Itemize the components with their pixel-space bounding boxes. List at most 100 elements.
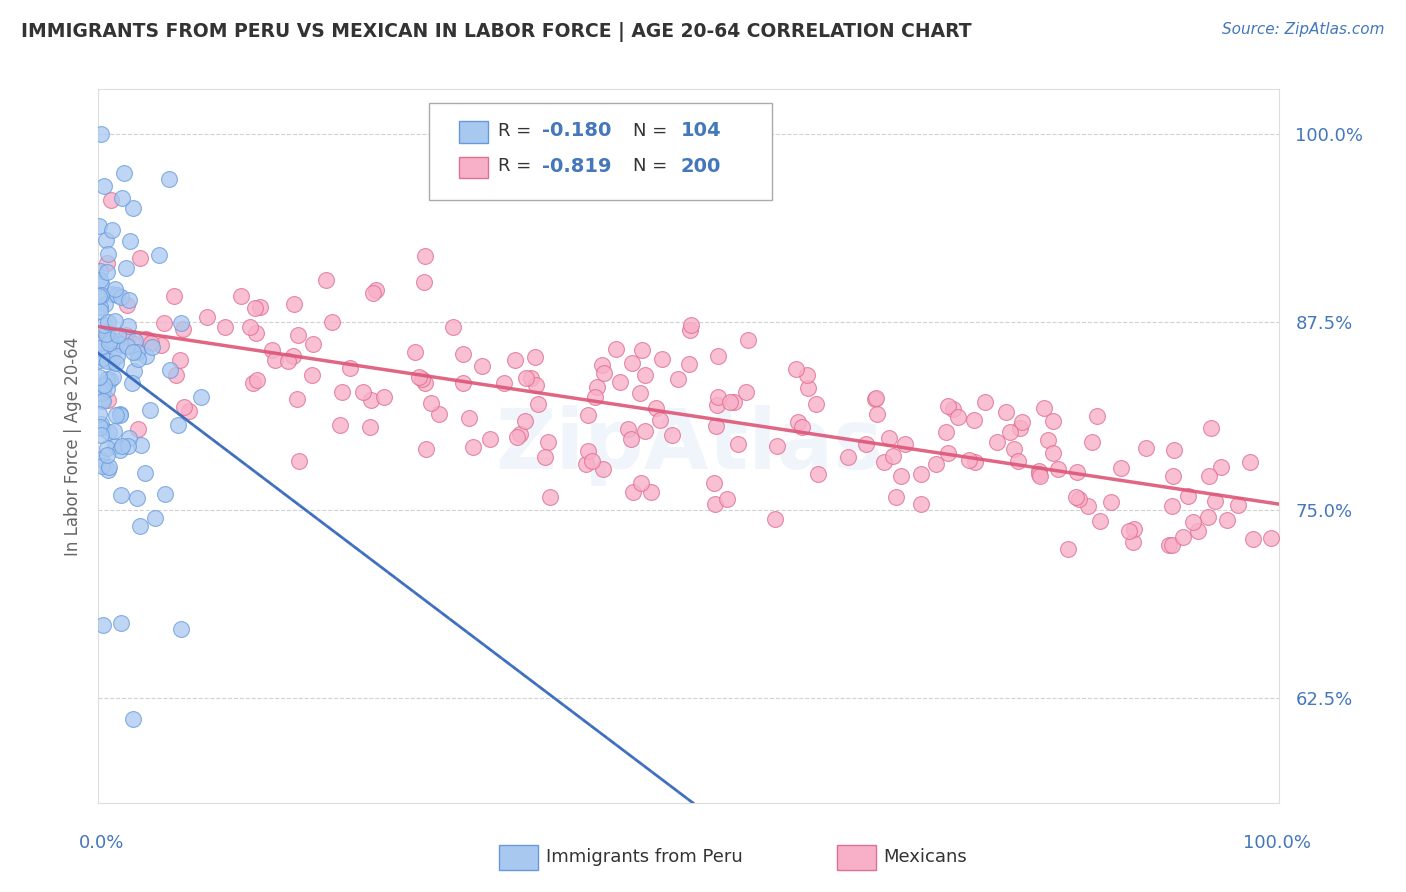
Point (538, 490, 561, 504)
Point (121, 376, 143, 390)
Point (117, 319, 139, 334)
Point (287, 453, 309, 467)
Point (117, 339, 139, 353)
Point (89, 219, 111, 234)
Point (287, 328, 309, 343)
Point (321, 315, 343, 329)
Point (89, 334, 111, 349)
Point (112, 166, 135, 180)
Point (96, 327, 118, 342)
Point (122, 344, 145, 359)
Point (513, 414, 536, 428)
Point (96, 441, 118, 455)
Point (91, 459, 114, 474)
Point (494, 376, 516, 390)
Point (1042, 445, 1064, 459)
Point (93, 318, 115, 332)
Point (177, 403, 200, 417)
Point (143, 511, 166, 525)
Point (592, 366, 614, 380)
Point (170, 622, 193, 636)
Point (413, 376, 436, 390)
Point (167, 418, 190, 433)
Point (173, 401, 195, 415)
Point (678, 357, 700, 371)
Point (1118, 524, 1140, 538)
Point (640, 485, 662, 500)
Point (127, 345, 149, 359)
Point (1042, 414, 1064, 428)
Point (704, 418, 727, 433)
Point (93, 378, 115, 392)
Point (90, 452, 112, 467)
Point (245, 326, 267, 340)
Point (108, 337, 131, 351)
Point (723, 395, 745, 409)
Point (285, 392, 308, 407)
Point (98, 425, 121, 439)
Point (105, 287, 128, 301)
Point (283, 297, 305, 311)
Point (108, 407, 131, 421)
Point (1181, 516, 1204, 530)
Point (505, 352, 527, 367)
Point (998, 425, 1021, 440)
Point (581, 453, 603, 467)
Point (890, 469, 912, 483)
Point (89, 264, 111, 278)
Point (855, 437, 877, 451)
Point (591, 358, 613, 372)
Point (630, 475, 652, 490)
Point (242, 376, 264, 391)
Point (586, 380, 609, 394)
Point (963, 455, 986, 469)
Point (404, 345, 426, 359)
Point (537, 434, 560, 449)
Point (534, 450, 557, 464)
Point (97, 335, 120, 350)
Point (110, 615, 132, 630)
Point (118, 431, 141, 445)
Point (89, 341, 111, 355)
Point (703, 475, 725, 490)
Point (94, 233, 117, 247)
Point (125, 491, 148, 505)
Point (957, 452, 980, 467)
Point (98, 333, 121, 347)
Point (339, 361, 361, 376)
Point (995, 405, 1018, 419)
Point (621, 485, 644, 500)
Point (87, 369, 110, 384)
Point (281, 349, 304, 363)
Point (1157, 538, 1180, 552)
Point (631, 343, 654, 357)
Point (129, 519, 152, 533)
Point (104, 334, 127, 348)
Point (91, 618, 114, 632)
Point (1085, 409, 1108, 423)
Point (583, 391, 606, 405)
Point (91, 421, 114, 435)
Point (329, 417, 352, 432)
Point (519, 371, 541, 385)
Point (1260, 532, 1282, 546)
Point (153, 316, 176, 330)
Point (806, 397, 828, 411)
Point (373, 390, 395, 404)
Point (634, 368, 657, 383)
Point (117, 439, 139, 453)
Point (973, 395, 995, 409)
Point (111, 439, 134, 453)
Point (1069, 491, 1091, 506)
Point (419, 396, 441, 410)
Point (104, 342, 127, 356)
Point (1199, 421, 1222, 435)
Point (139, 403, 162, 417)
Point (506, 430, 529, 444)
Point (96, 354, 118, 368)
Point (101, 354, 124, 368)
Point (737, 333, 759, 347)
Point (101, 370, 124, 384)
Point (127, 352, 149, 367)
Point (451, 376, 474, 391)
